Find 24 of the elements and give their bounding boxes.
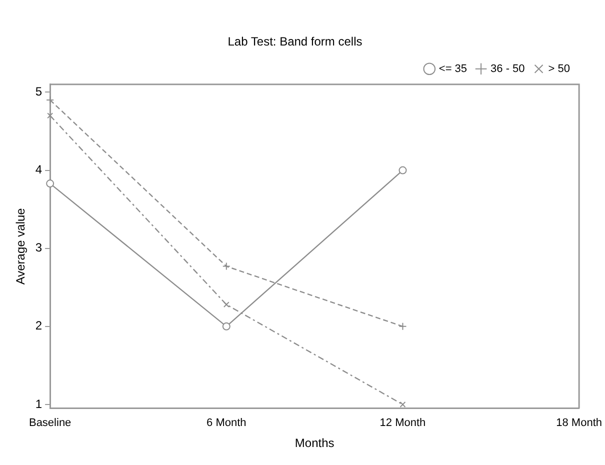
point [400, 402, 406, 408]
point [47, 112, 54, 119]
y-tick-label: 2 [35, 318, 42, 333]
legend-label: 36 - 50 [490, 62, 525, 75]
legend-label: > 50 [548, 62, 570, 75]
y-tick-label: 1 [35, 396, 42, 411]
point [222, 262, 230, 270]
point [46, 180, 54, 188]
y-tick-label: 4 [35, 162, 42, 177]
point [223, 302, 230, 308]
legend-label: <= 35 [438, 62, 468, 75]
y-axis-title: Average value [14, 208, 28, 285]
y-tick-label: 3 [35, 240, 42, 255]
chart-title: Lab Test: Band form cells [228, 34, 362, 49]
x-axis-title: Months [294, 436, 334, 450]
x-tick-label: Baseline [28, 417, 72, 430]
x-tick-label: 12 Month [380, 417, 426, 430]
point [398, 322, 407, 330]
x-tick-label: 6 Month [206, 417, 246, 430]
point [398, 166, 407, 174]
x-tick-label: 18 Month [556, 417, 602, 430]
y-tick-label: 5 [35, 84, 42, 99]
point [222, 322, 230, 330]
point [46, 96, 54, 104]
